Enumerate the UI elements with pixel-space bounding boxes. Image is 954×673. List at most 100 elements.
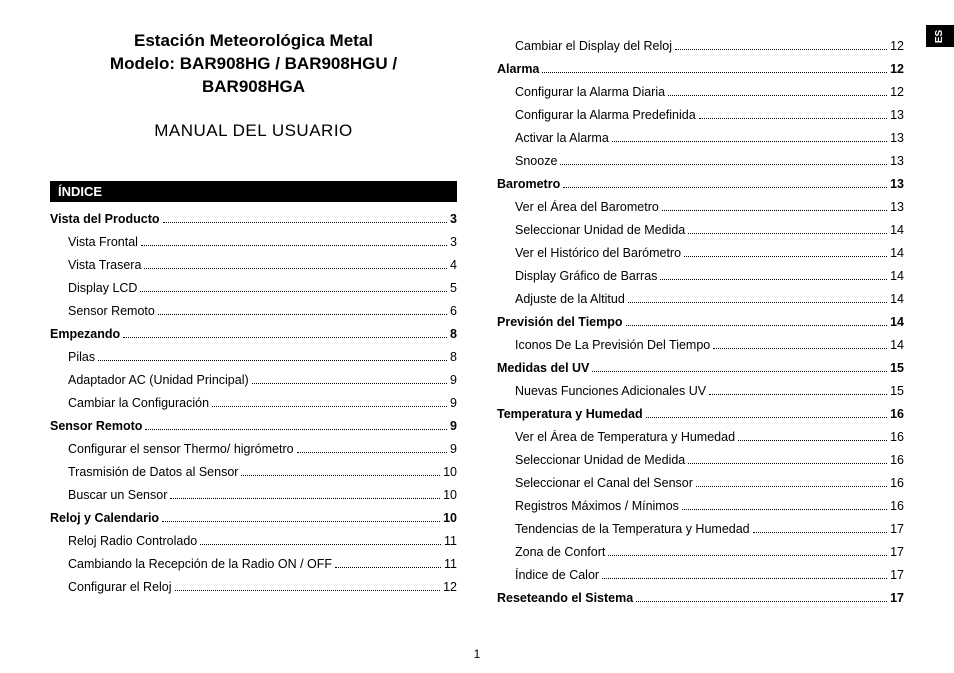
toc-entry: Ver el Área del Barometro13 [497,200,904,214]
toc-entry-page: 11 [444,534,457,548]
toc-entry-page: 9 [450,373,457,387]
title-line: Modelo: BAR908HG / BAR908HGU / [50,53,457,76]
toc-entry-label: Display LCD [68,281,137,295]
toc-entry-label: Configurar la Alarma Diaria [515,85,665,99]
content-columns: Estación Meteorológica Metal Modelo: BAR… [50,30,904,653]
title-line: Estación Meteorológica Metal [50,30,457,53]
toc-entry: Sensor Remoto6 [50,304,457,318]
toc-entry: Seleccionar Unidad de Medida14 [497,223,904,237]
page-number: 1 [474,647,481,661]
toc-entry: Reloj Radio Controlado11 [50,534,457,548]
toc-entry-label: Registros Máximos / Mínimos [515,499,679,513]
toc-dot-leader [162,521,440,522]
toc-entry: Configurar el sensor Thermo/ higrómetro9 [50,442,457,456]
toc-entry-page: 15 [890,384,904,398]
language-tab: ES [926,25,954,47]
toc-entry: Índice de Calor 17 [497,568,904,582]
toc-entry-page: 17 [890,568,904,582]
toc-dot-leader [688,233,887,234]
toc-dot-leader [668,95,887,96]
title-block: Estación Meteorológica Metal Modelo: BAR… [50,30,457,141]
toc-entry-page: 12 [443,580,457,594]
toc-entry-label: Seleccionar Unidad de Medida [515,453,685,467]
toc-entry-label: Vista Trasera [68,258,141,272]
toc-dot-leader [753,532,887,533]
toc-entry-label: Configurar la Alarma Predefinida [515,108,696,122]
toc-dot-leader [241,475,440,476]
toc-entry-label: Empezando [50,327,120,341]
toc-entry-label: Cambiar el Display del Reloj [515,39,672,53]
toc-entry-label: Alarma [497,62,539,76]
toc-entry: Iconos De La Previsión Del Tiempo14 [497,338,904,352]
toc-column-2: Cambiar el Display del Reloj12Alarma12Co… [497,39,904,605]
toc-entry: Tendencias de la Temperatura y Humedad17 [497,522,904,536]
toc-entry-label: Zona de Confort [515,545,605,559]
toc-entry-label: Ver el Histórico del Barómetro [515,246,681,260]
toc-entry-label: Sensor Remoto [50,419,142,433]
toc-entry-label: Iconos De La Previsión Del Tiempo [515,338,710,352]
index-header: ÍNDICE [50,181,457,202]
toc-entry: Adjuste de la Altitud14 [497,292,904,306]
toc-entry: Cambiar el Display del Reloj12 [497,39,904,53]
toc-entry-label: Índice de Calor [515,568,599,582]
toc-entry: Zona de Confort17 [497,545,904,559]
toc-entry-page: 10 [443,488,457,502]
toc-dot-leader [252,383,447,384]
toc-entry-label: Nuevas Funciones Adicionales UV [515,384,706,398]
toc-dot-leader [144,268,447,269]
toc-entry-label: Previsión del Tiempo [497,315,623,329]
toc-dot-leader [560,164,887,165]
toc-entry: Seleccionar el Canal del Sensor16 [497,476,904,490]
toc-entry-page: 17 [890,522,904,536]
toc-entry: Pilas8 [50,350,457,364]
toc-dot-leader [699,118,887,119]
toc-dot-leader [602,578,887,579]
toc-entry-page: 14 [890,223,904,237]
toc-entry-label: Snooze [515,154,557,168]
toc-entry-page: 12 [890,85,904,99]
toc-dot-leader [662,210,887,211]
toc-dot-leader [542,72,887,73]
toc-entry: Configurar la Alarma Diaria 12 [497,85,904,99]
toc-dot-leader [98,360,447,361]
toc-dot-leader [608,555,887,556]
toc-entry-page: 13 [890,108,904,122]
document-page: ES Estación Meteorológica Metal Modelo: … [0,0,954,673]
toc-entry: Ver el Histórico del Barómetro14 [497,246,904,260]
toc-entry: Temperatura y Humedad16 [497,407,904,421]
right-column: Cambiar el Display del Reloj12Alarma12Co… [497,30,904,653]
toc-entry-label: Reloj y Calendario [50,511,159,525]
toc-entry-page: 13 [890,177,904,191]
toc-dot-leader [200,544,441,545]
toc-entry: Vista del Producto3 [50,212,457,226]
toc-dot-leader [660,279,887,280]
toc-entry-label: Seleccionar el Canal del Sensor [515,476,693,490]
toc-entry-page: 15 [890,361,904,375]
toc-dot-leader [140,291,447,292]
toc-dot-leader [696,486,887,487]
toc-entry-label: Buscar un Sensor [68,488,167,502]
toc-dot-leader [628,302,887,303]
toc-entry: Cambiando la Recepción de la Radio ON / … [50,557,457,571]
toc-entry: Trasmisión de Datos al Sensor 10 [50,465,457,479]
toc-entry: Registros Máximos / Mínimos 16 [497,499,904,513]
toc-entry-label: Medidas del UV [497,361,589,375]
toc-entry: Vista Frontal3 [50,235,457,249]
toc-entry-label: Vista Frontal [68,235,138,249]
toc-entry: Activar la Alarma13 [497,131,904,145]
toc-dot-leader [158,314,447,315]
toc-entry: Ver el Área de Temperatura y Humedad16 [497,430,904,444]
toc-entry: Seleccionar Unidad de Medida16 [497,453,904,467]
toc-entry-label: Adjuste de la Altitud [515,292,625,306]
toc-entry-page: 16 [890,499,904,513]
toc-entry-page: 8 [450,350,457,364]
toc-entry-page: 3 [450,212,457,226]
toc-entry: Cambiar la Configuración9 [50,396,457,410]
toc-entry-label: Activar la Alarma [515,131,609,145]
toc-entry-page: 17 [890,591,904,605]
toc-entry-label: Configurar el Reloj [68,580,172,594]
toc-dot-leader [646,417,887,418]
toc-entry-page: 10 [443,465,457,479]
toc-entry-page: 11 [444,557,457,571]
toc-entry-label: Trasmisión de Datos al Sensor [68,465,238,479]
